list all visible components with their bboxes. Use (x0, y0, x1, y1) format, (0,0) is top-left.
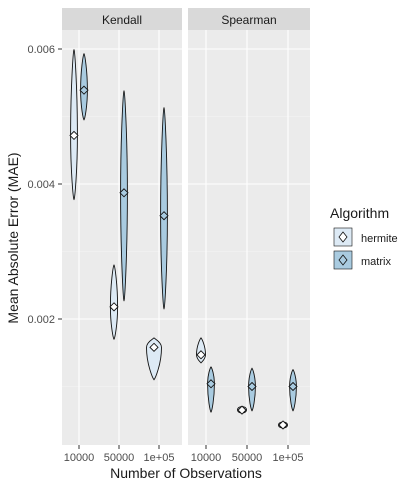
violin-matrix (207, 366, 215, 413)
mean-point-matrix (206, 379, 216, 389)
x-tick-label: 1e+05 (273, 452, 304, 464)
x-tick-label: 10000 (64, 452, 95, 464)
x-tick-label: 50000 (232, 452, 263, 464)
x-axis-title: Number of Observations (110, 465, 262, 481)
mean-point-hermite (196, 350, 206, 360)
mean-point-hermite (149, 342, 159, 352)
facet-strip-spearman (188, 8, 310, 30)
y-axis-title: Mean Absolute Error (MAE) (5, 152, 21, 323)
violins-kendall (69, 48, 169, 381)
mean-point-hermite (109, 302, 119, 312)
mean-point-hermite (69, 130, 79, 141)
y-tick-label: 0.006 (27, 44, 55, 56)
mean-point-matrix (119, 188, 129, 198)
legend-diamond-hermite-icon (338, 231, 348, 243)
y-axis: 0.002 0.004 0.006 (27, 44, 62, 326)
mean-point-matrix (288, 381, 298, 392)
legend-title: Algorithm (330, 205, 389, 221)
legend-label-hermite: hermite (361, 233, 398, 245)
x-tick-label: 50000 (104, 452, 135, 464)
x-axis: 10000 50000 1e+05 10000 50000 1e+05 (64, 445, 304, 464)
legend: Algorithm hermite matrix (330, 205, 398, 270)
mean-point-matrix (79, 85, 89, 95)
y-tick-label: 0.002 (27, 314, 55, 326)
mean-point-matrix (247, 381, 257, 392)
y-tick-label: 0.004 (27, 179, 55, 191)
violin-matrix (160, 106, 168, 310)
mean-point-matrix (159, 211, 169, 221)
x-tick-label: 10000 (191, 452, 222, 464)
violin-hermite (70, 48, 78, 201)
violin-hermite (146, 337, 162, 381)
mean-point-hermite (237, 405, 247, 415)
mean-point-hermite (278, 420, 288, 430)
x-tick-label: 1e+05 (144, 452, 175, 464)
facet-label-kendall: Kendall (102, 13, 142, 27)
facet-label-spearman: Spearman (221, 13, 276, 27)
legend-label-matrix: matrix (361, 256, 391, 268)
facet-strip-kendall (62, 8, 182, 30)
violins-spearman (196, 337, 298, 430)
violin-hermite (109, 264, 119, 340)
legend-diamond-matrix-icon (338, 254, 348, 266)
